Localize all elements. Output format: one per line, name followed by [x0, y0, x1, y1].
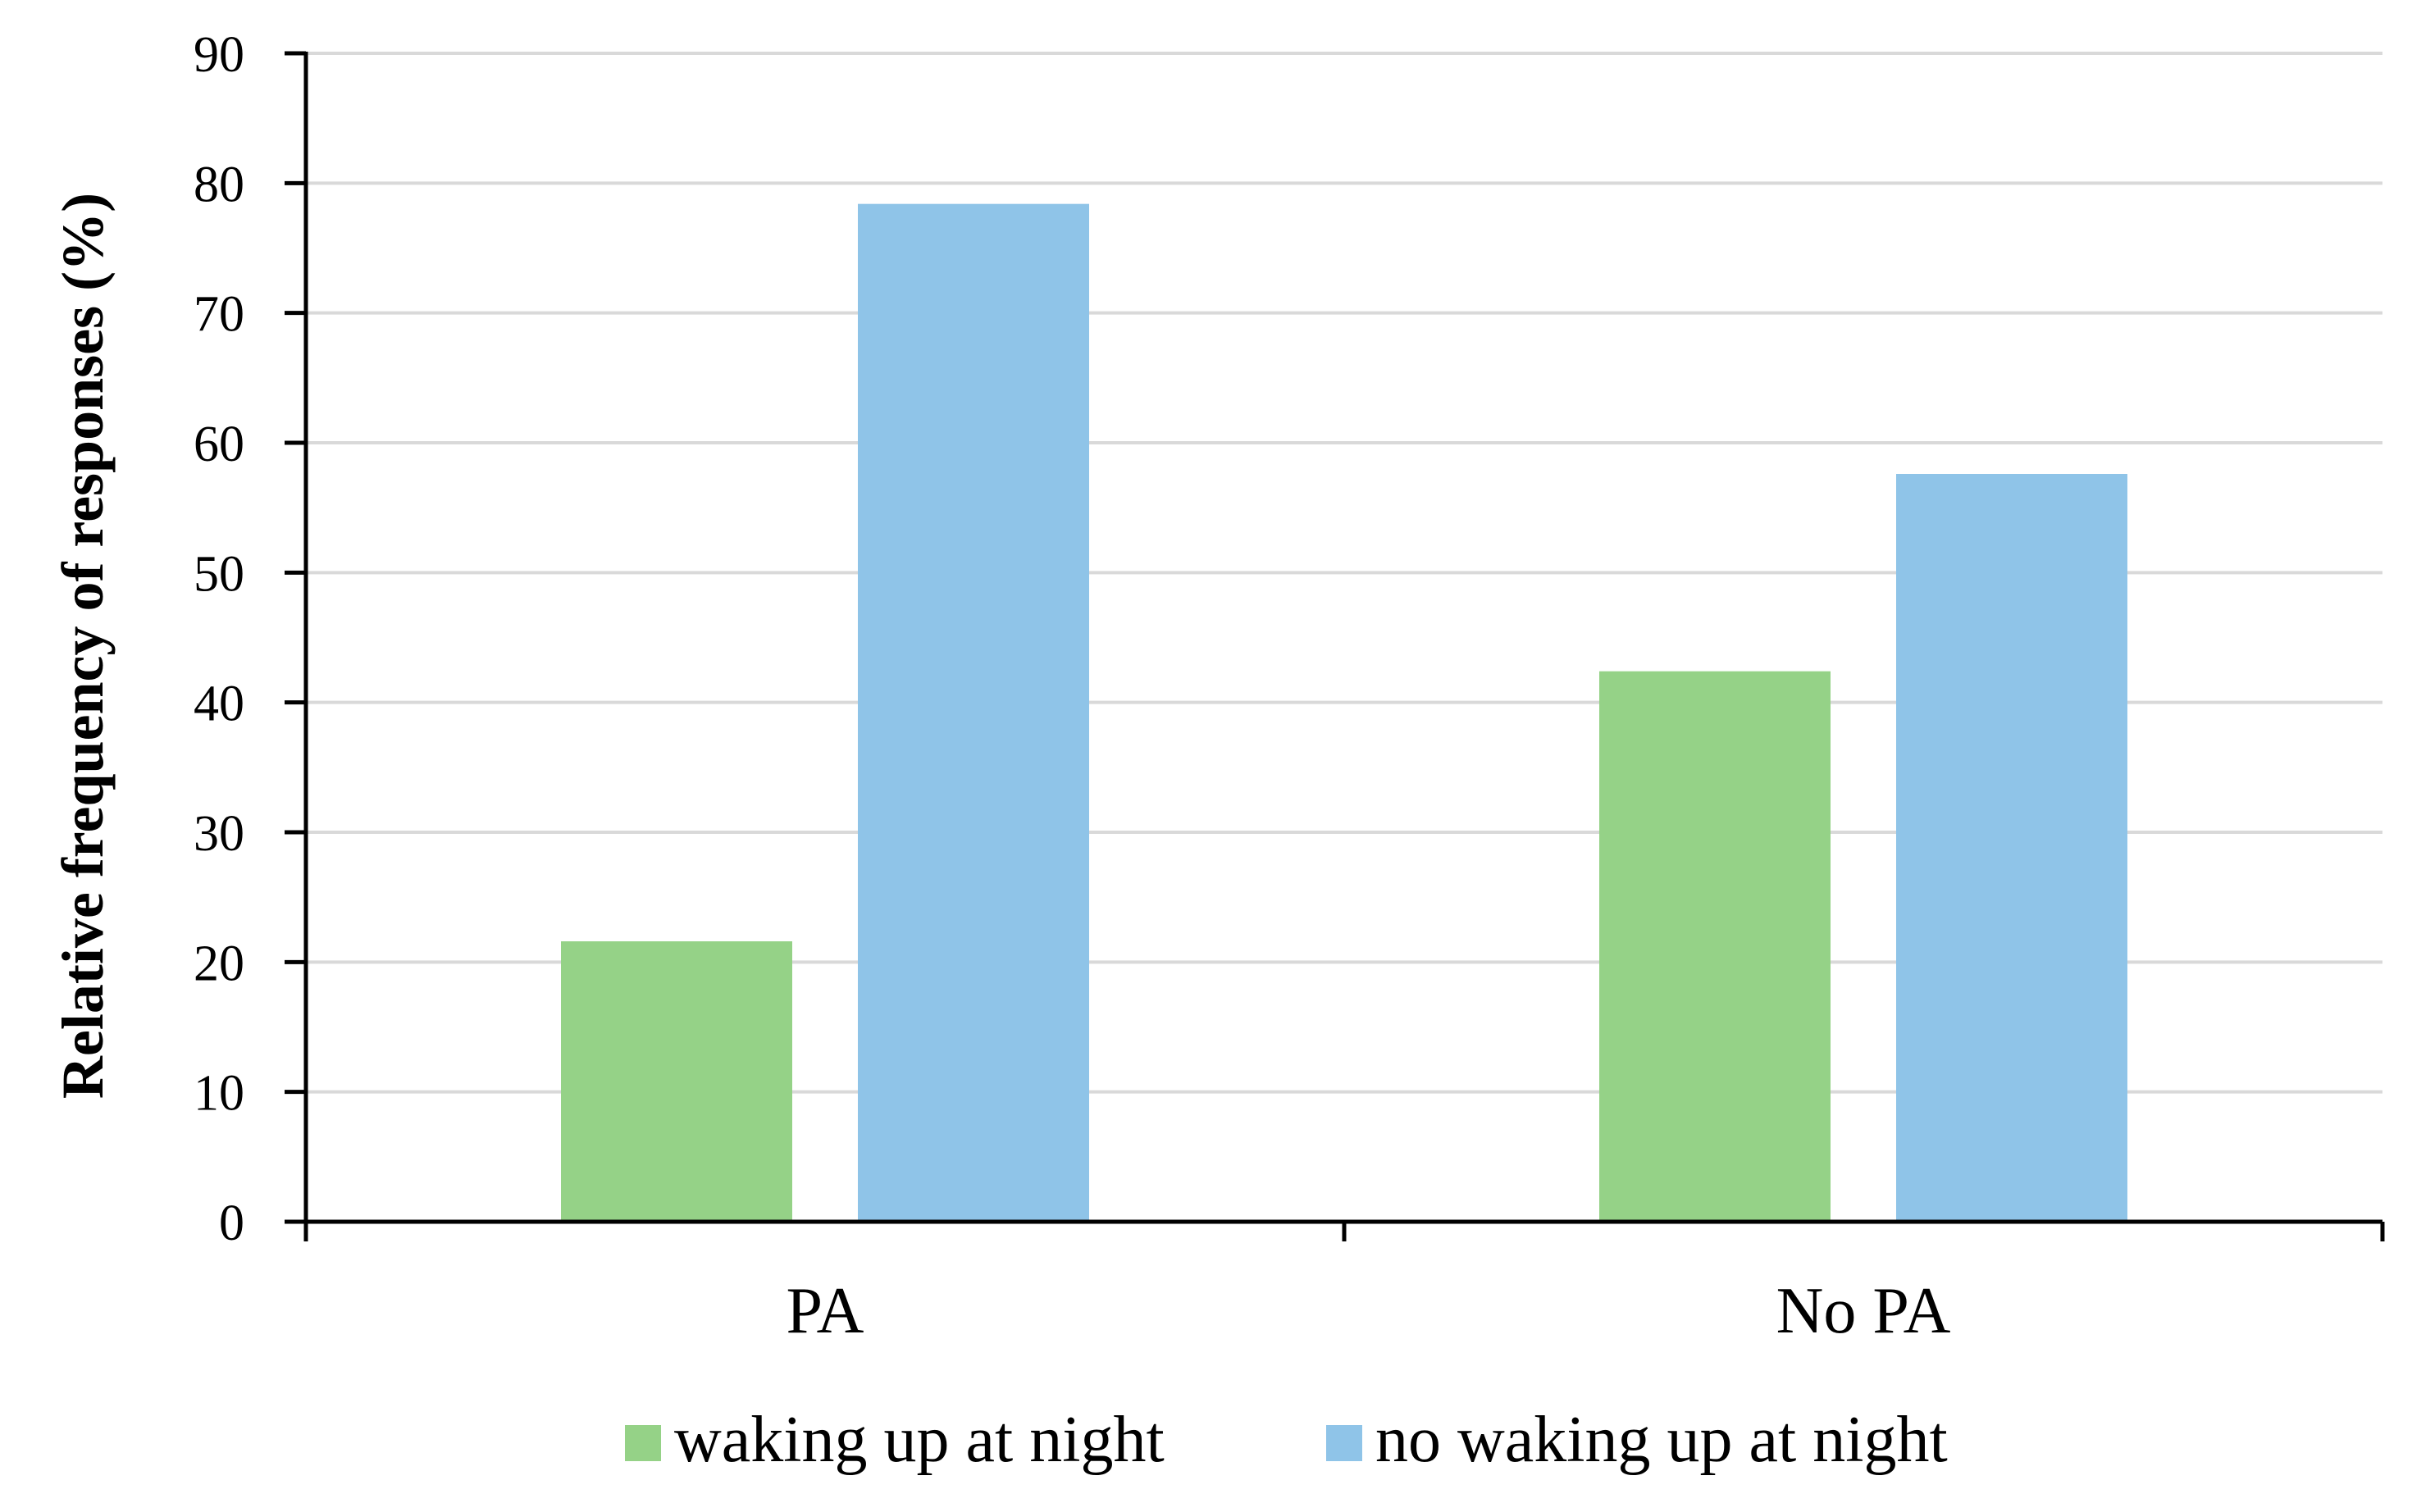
bar-no-waking-up-at-night-pa: [858, 203, 1089, 1223]
bar-waking-up-at-night-pa: [561, 941, 792, 1222]
y-tick-label: 10: [194, 1066, 244, 1122]
y-tick-label: 0: [219, 1195, 244, 1251]
y-tick-label: 70: [194, 287, 244, 343]
bar-no-waking-up-at-night-no-pa: [1896, 474, 2127, 1222]
legend-swatch: [1326, 1425, 1362, 1461]
y-axis-title: Relative frequency of responses (%): [50, 193, 116, 1099]
y-tick-label: 20: [194, 936, 244, 991]
y-tick-label: 40: [194, 676, 244, 732]
axis-ticks: 0 10 20 30 40 50 60 70 80 90 PA No PA: [194, 27, 2385, 1347]
x-category-label: PA: [787, 1275, 864, 1347]
legend-label: no waking up at night: [1375, 1404, 1948, 1476]
bars: [561, 203, 2127, 1223]
legend: waking up at night no waking up at night: [625, 1404, 1948, 1476]
x-category-label: No PA: [1776, 1275, 1951, 1347]
y-tick-label: 60: [194, 417, 244, 472]
axes: [285, 52, 2382, 1241]
y-tick-label: 90: [194, 27, 244, 83]
legend-label: waking up at night: [674, 1404, 1165, 1476]
bar-waking-up-at-night-no-pa: [1599, 671, 1831, 1222]
y-tick-label: 30: [194, 806, 244, 862]
legend-swatch: [625, 1425, 661, 1461]
y-tick-label: 80: [194, 157, 244, 212]
y-tick-label: 50: [194, 546, 244, 602]
